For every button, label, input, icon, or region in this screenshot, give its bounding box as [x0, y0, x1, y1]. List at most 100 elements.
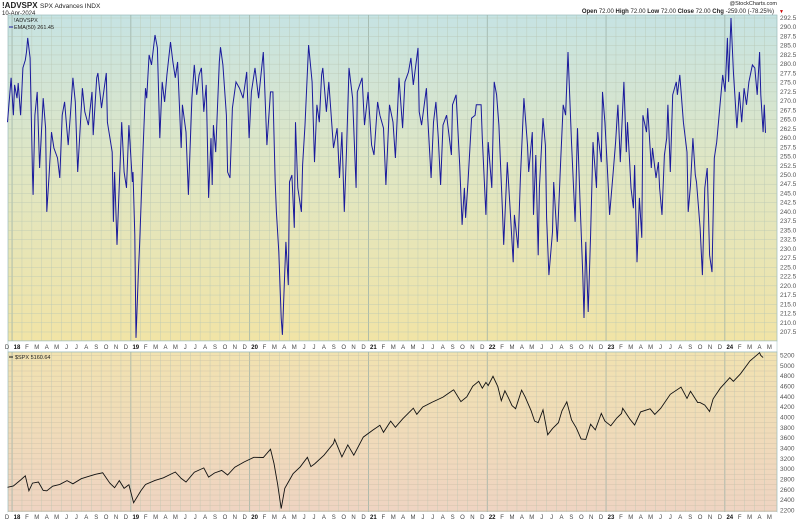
month-label: O — [104, 345, 109, 351]
y-tick-label: 2400 — [780, 497, 795, 504]
month-label: M — [628, 515, 633, 521]
month-label: D — [480, 515, 485, 521]
month-label: M — [529, 345, 534, 351]
month-label: J — [313, 515, 316, 521]
y-tick-label: 230.0 — [780, 246, 797, 253]
month-label: J — [75, 345, 78, 351]
y-tick-label: 272.5 — [780, 89, 797, 96]
month-label: A — [401, 515, 405, 521]
y-tick-label: 287.5 — [780, 33, 797, 40]
month-label: N — [470, 515, 474, 521]
month-label: A — [757, 515, 761, 521]
month-label: N — [351, 345, 355, 351]
high-value: 72.00 — [631, 9, 647, 15]
spx-y-axis: 5200 5000 4800 4600 4400 4200 4000 3800 3600 3400… — [780, 353, 795, 515]
month-label: M — [747, 515, 752, 521]
month-label: M — [34, 345, 39, 351]
watermark: @StockCharts.com — [730, 1, 778, 7]
y-tick-label: 250.0 — [780, 172, 797, 179]
month-label: J — [421, 515, 424, 521]
month-label: J — [669, 345, 672, 351]
month-label: J — [65, 345, 68, 351]
year-label: 21 — [370, 345, 377, 351]
year-label: 24 — [726, 515, 733, 521]
month-label: M — [272, 515, 277, 521]
down-arrow-icon: ▼ — [779, 9, 784, 15]
y-tick-label: 232.5 — [780, 237, 797, 244]
advspx-y-axis: 292.5 290.0 287.5 285.0 282.5 280.0 277.5 275.0… — [780, 15, 797, 336]
month-label: S — [332, 345, 336, 351]
month-label: D — [361, 345, 366, 351]
y-tick-label: 2800 — [780, 477, 795, 484]
legend-ema: EMA(50) 261.45 — [14, 25, 54, 31]
month-label: M — [173, 345, 178, 351]
month-label: A — [163, 515, 167, 521]
month-label: M — [292, 515, 297, 521]
month-label: A — [322, 345, 326, 351]
month-label: S — [213, 345, 217, 351]
y-tick-label: 240.0 — [780, 209, 797, 216]
advspx-panel — [7, 14, 778, 342]
y-tick-label: 212.5 — [780, 311, 797, 318]
y-tick-label: 5000 — [780, 363, 795, 370]
month-label: J — [659, 515, 662, 521]
month-label: S — [451, 345, 455, 351]
month-label: N — [114, 515, 118, 521]
y-tick-label: 270.0 — [780, 98, 797, 105]
year-label: 18 — [14, 515, 21, 521]
month-label: A — [520, 515, 524, 521]
y-tick-label: 3600 — [780, 435, 795, 442]
month-label: A — [441, 345, 445, 351]
month-label: M — [747, 345, 752, 351]
month-label: A — [45, 515, 49, 521]
month-label: M — [34, 515, 39, 521]
month-label: O — [579, 515, 584, 521]
month-label: J — [303, 345, 306, 351]
y-tick-label: 3400 — [780, 446, 795, 453]
y-tick-label: 252.5 — [780, 163, 797, 170]
chg-value: -259.00 (-78.25%) — [726, 9, 774, 15]
open-label: Open — [582, 9, 598, 15]
month-label: A — [84, 515, 88, 521]
month-label: J — [659, 345, 662, 351]
month-label: M — [648, 515, 653, 521]
y-tick-label: 222.5 — [780, 274, 797, 281]
month-label: D — [718, 515, 723, 521]
y-tick-label: 3000 — [780, 466, 795, 473]
month-label: O — [460, 515, 465, 521]
month-label: A — [282, 345, 286, 351]
month-label: F — [263, 345, 267, 351]
month-label: A — [520, 345, 524, 351]
high-label: High — [616, 9, 630, 15]
month-labels-top: D 18 F M A M J J A S O N D 19 F M A M J J A S O N D 20 F M A M J J A S O N D… — [5, 345, 772, 351]
y-tick-label: 4800 — [780, 373, 795, 380]
legend-advspx: !ADVSPX — [14, 18, 38, 24]
y-tick-label: 2200 — [780, 508, 795, 515]
y-tick-label: 260.0 — [780, 135, 797, 142]
month-label: J — [540, 345, 543, 351]
month-label: F — [381, 515, 385, 521]
month-label: S — [94, 515, 98, 521]
month-label: D — [361, 515, 366, 521]
legend-spx: $SPX 5160.64 — [15, 355, 50, 361]
month-label: F — [738, 515, 742, 521]
year-label: 22 — [489, 345, 496, 351]
year-label: 20 — [251, 515, 258, 521]
month-label: M — [173, 515, 178, 521]
y-tick-label: 247.5 — [780, 181, 797, 188]
month-label: A — [559, 515, 563, 521]
month-label: O — [698, 515, 703, 521]
y-tick-label: 3800 — [780, 425, 795, 432]
y-tick-label: 227.5 — [780, 255, 797, 262]
month-label: M — [510, 515, 515, 521]
y-tick-label: 275.0 — [780, 80, 797, 87]
month-label: J — [421, 345, 424, 351]
month-label: J — [65, 515, 68, 521]
month-label: J — [303, 515, 306, 521]
month-label: N — [351, 515, 355, 521]
month-label: S — [569, 345, 573, 351]
month-label: D — [124, 345, 129, 351]
month-label: A — [559, 345, 563, 351]
month-label: O — [579, 345, 584, 351]
month-label: M — [411, 515, 416, 521]
